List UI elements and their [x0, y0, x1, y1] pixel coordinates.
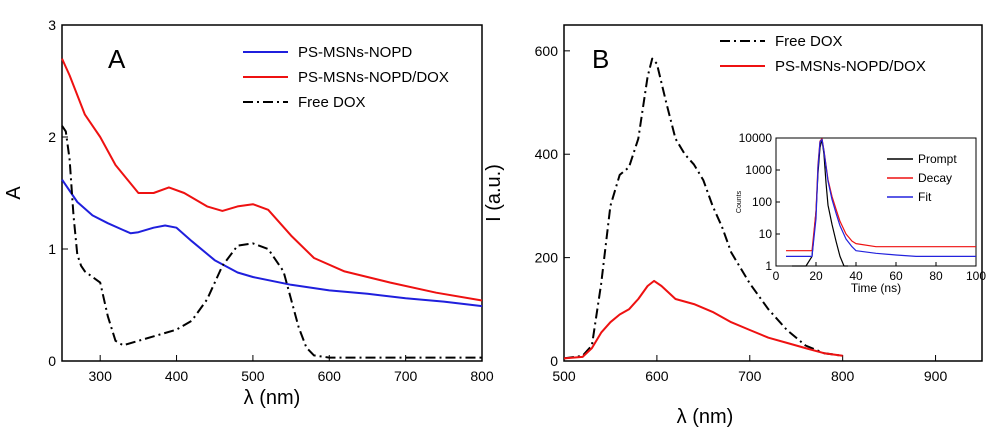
inset-yticks: 1 10 100 1000 10000 [739, 131, 780, 273]
panel-b-frame [563, 24, 983, 362]
inset-ylabel: Counts [736, 190, 743, 213]
xtick-label: 80 [929, 269, 943, 283]
panel-b-yticks: 0 200 400 600 [535, 43, 570, 369]
xtick-label: 700 [738, 368, 762, 384]
xtick-label: 500 [241, 368, 265, 384]
panel-b-legend: Free DOX PS-MSNs-NOPD/DOX [720, 33, 926, 75]
inset-legend-prompt: Prompt [918, 152, 957, 166]
inset-legend-decay: Decay [918, 171, 952, 185]
panel-a-xticks: 300 400 500 600 700 800 [89, 355, 494, 384]
ytick-label: 1 [48, 241, 56, 257]
panel-b-series [563, 57, 843, 360]
xtick-label: 500 [552, 368, 576, 384]
panel-a: A λ (nm) A 300 400 500 600 700 800 0 1 2 3 PS-MS… [3, 17, 494, 409]
ytick-label: 600 [535, 43, 559, 59]
panel-b: B λ (nm) I (a.u.) 500 600 700 800 900 020040… [483, 24, 986, 428]
xtick-label: 800 [470, 368, 494, 384]
panel-b-inset: 0 20 40 60 80 100 1 10 100 1000 10000 Counts Time… [736, 131, 986, 295]
ytick-label: 400 [535, 146, 559, 162]
xtick-label: 100 [966, 269, 986, 283]
ytick-label: 10000 [739, 131, 773, 145]
inset-series [786, 138, 976, 267]
xtick-label: 300 [89, 368, 113, 384]
series-line-free-dox [61, 125, 482, 359]
series-line-ps-msns-nopd [61, 179, 483, 308]
panel-a-letter: A [108, 44, 126, 74]
series-line-decay [786, 138, 976, 252]
ytick-label: 1 [765, 259, 772, 273]
inset-xticks: 0 20 40 60 80 100 [773, 262, 986, 283]
legend-label-free-dox: Free DOX [298, 94, 366, 111]
xtick-label: 20 [809, 269, 823, 283]
panel-a-xlabel: λ (nm) [244, 387, 301, 409]
ytick-label: 100 [752, 195, 772, 209]
xtick-label: 40 [849, 269, 863, 283]
xtick-label: 0 [773, 269, 780, 283]
ytick-label: 200 [535, 250, 559, 266]
ytick-label: 0 [550, 353, 558, 369]
xtick-label: 900 [924, 368, 948, 384]
inset-xlabel: Time (ns) [851, 281, 901, 295]
panel-a-frame [61, 24, 483, 362]
panel-b-letter: B [592, 44, 609, 74]
inset-legend: Prompt Decay Fit [887, 152, 957, 204]
inset-frame [775, 137, 977, 267]
panel-b-xlabel: λ (nm) [677, 406, 734, 428]
series-line-fit [786, 138, 976, 257]
ytick-label: 10 [759, 227, 773, 241]
xtick-label: 600 [645, 368, 669, 384]
panel-a-ylabel: A [3, 186, 25, 200]
legend-label-ps-msns-nopd-dox: PS-MSNs-NOPD/DOX [298, 69, 449, 86]
panel-b-xticks: 500 600 700 800 900 [552, 355, 947, 384]
series-line-ps-msns-nopd-dox [61, 58, 483, 302]
series-line-ps-msns-nopd-dox [563, 279, 843, 360]
legend-label-b-free-dox: Free DOX [775, 33, 843, 50]
panel-a-legend: PS-MSNs-NOPD PS-MSNs-NOPD/DOX Free DOX [243, 44, 449, 111]
ytick-label: 0 [48, 353, 56, 369]
series-line-free-dox [563, 57, 843, 360]
legend-label-ps-msns-nopd: PS-MSNs-NOPD [298, 44, 412, 61]
xtick-label: 400 [165, 368, 189, 384]
ytick-label: 3 [48, 17, 56, 33]
xtick-label: 800 [831, 368, 855, 384]
panel-a-yticks: 0 1 2 3 [48, 17, 68, 369]
inset-legend-fit: Fit [918, 190, 932, 204]
ytick-label: 2 [48, 129, 56, 145]
xtick-label: 600 [318, 368, 342, 384]
panel-a-series [61, 58, 483, 359]
legend-label-b-ps-msns-nopd-dox: PS-MSNs-NOPD/DOX [775, 58, 926, 75]
ytick-label: 1000 [745, 163, 772, 177]
panel-b-ylabel: I (a.u.) [483, 164, 505, 222]
xtick-label: 700 [394, 368, 418, 384]
xtick-label: 60 [889, 269, 903, 283]
